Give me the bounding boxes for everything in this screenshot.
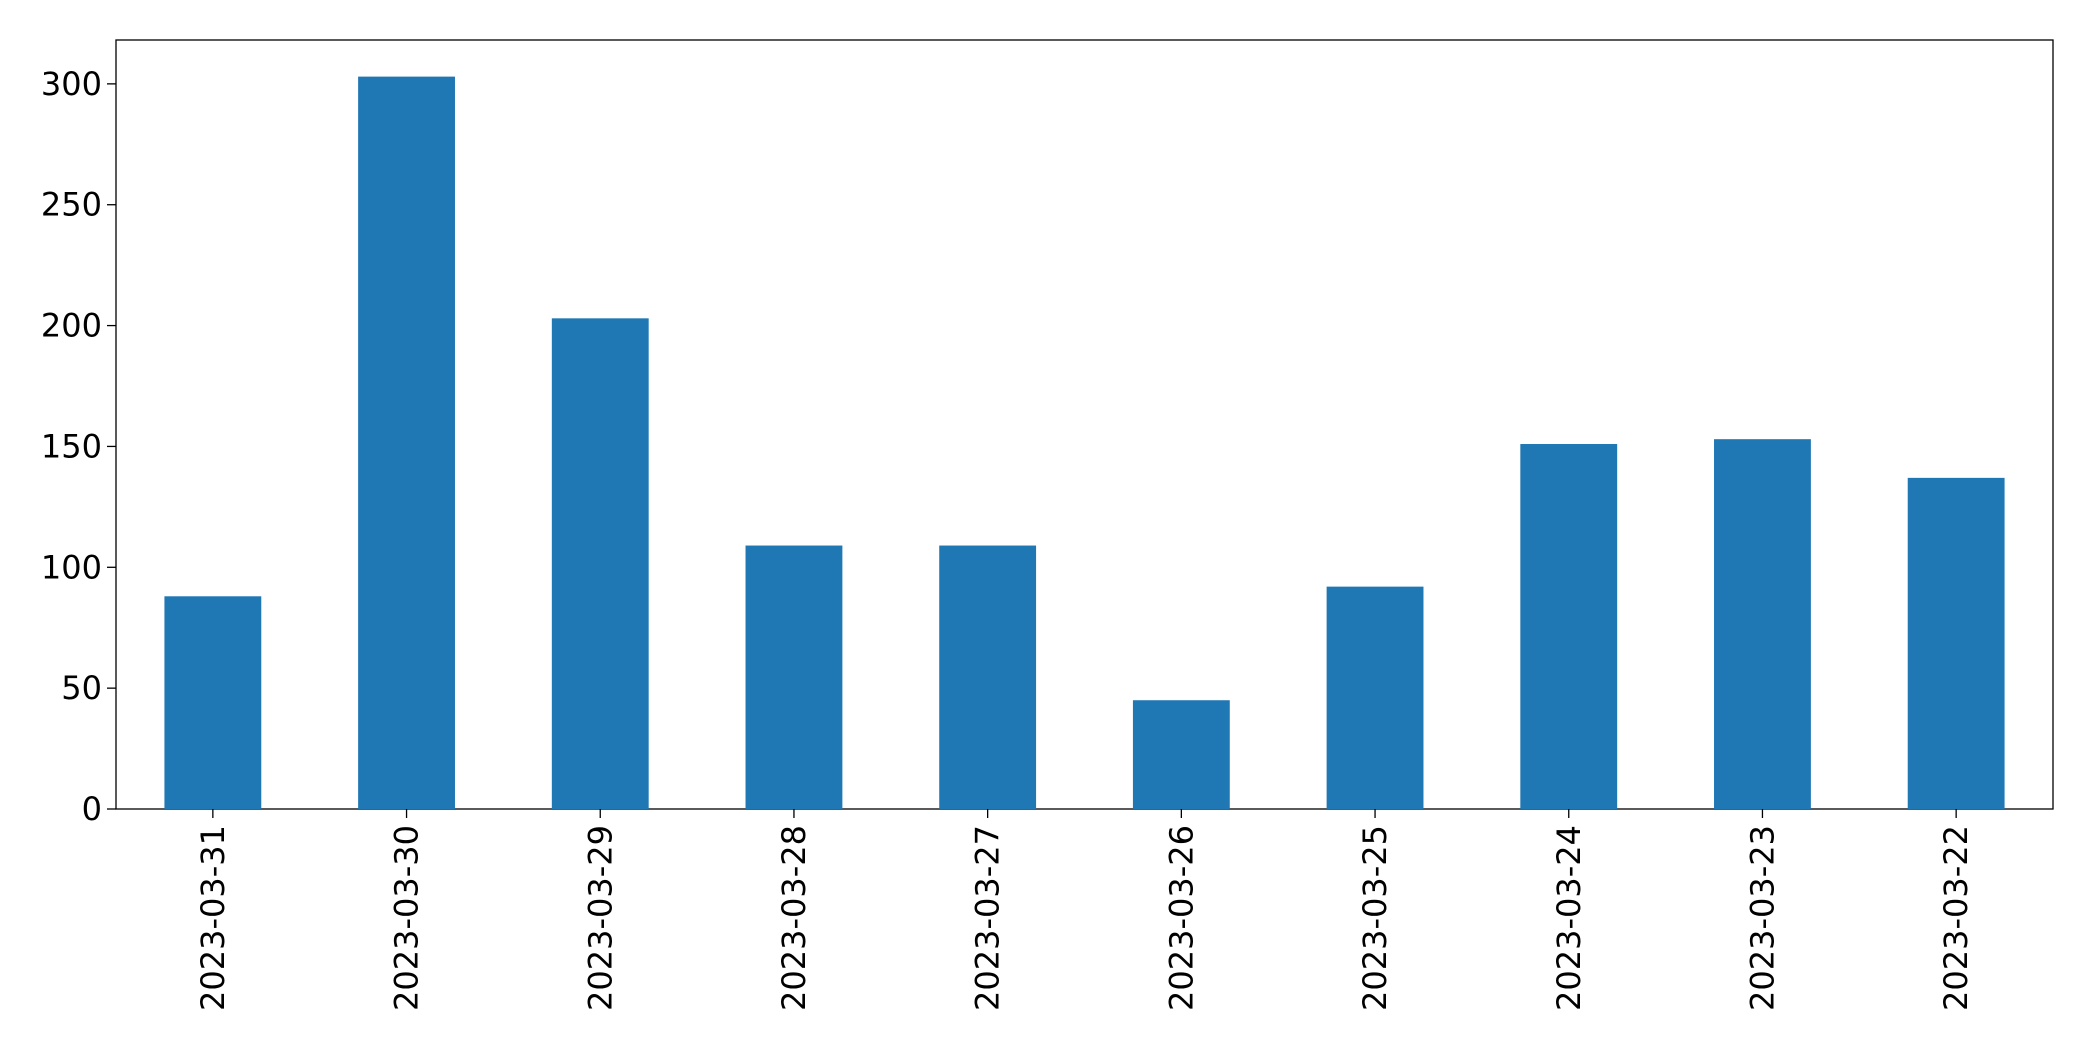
- y-tick-label: 0: [82, 790, 102, 828]
- x-tick-label: 2023-03-25: [1356, 825, 1394, 1011]
- x-tick-label: 2023-03-30: [388, 825, 426, 1011]
- x-tick-label: 2023-03-28: [775, 825, 813, 1011]
- bar: [1714, 439, 1811, 809]
- bar: [1520, 444, 1618, 809]
- bar: [358, 76, 455, 810]
- bar: [1907, 477, 2005, 809]
- x-tick-label: 2023-03-22: [1937, 825, 1975, 1011]
- bar: [939, 545, 1037, 809]
- bar: [1132, 700, 1230, 809]
- bar: [1326, 586, 1424, 809]
- x-tick-label: 2023-03-31: [194, 825, 232, 1011]
- y-tick-label: 300: [41, 65, 102, 103]
- y-tick-label: 250: [41, 186, 102, 224]
- y-tick-label: 200: [41, 307, 102, 345]
- x-tick-label: 2023-03-27: [969, 825, 1007, 1011]
- bar: [745, 545, 843, 809]
- y-tick-label: 100: [41, 548, 102, 586]
- axes-frame: [115, 39, 2054, 810]
- x-tick-label: 2023-03-24: [1550, 825, 1588, 1011]
- x-tick-label: 2023-03-29: [581, 825, 619, 1011]
- bar: [551, 318, 649, 809]
- y-tick-label: 150: [41, 427, 102, 465]
- y-tick-label: 50: [61, 669, 102, 707]
- x-tick-label: 2023-03-26: [1162, 825, 1200, 1011]
- x-tick-label: 2023-03-23: [1743, 825, 1781, 1011]
- bar: [164, 596, 262, 809]
